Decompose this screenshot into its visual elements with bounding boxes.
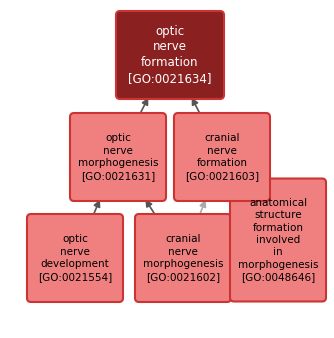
FancyBboxPatch shape bbox=[135, 214, 231, 302]
Text: optic
nerve
formation
[GO:0021634]: optic nerve formation [GO:0021634] bbox=[128, 24, 212, 86]
Text: optic
nerve
development
[GO:0021554]: optic nerve development [GO:0021554] bbox=[38, 234, 112, 282]
Text: optic
nerve
morphogenesis
[GO:0021631]: optic nerve morphogenesis [GO:0021631] bbox=[78, 134, 158, 180]
Text: cranial
nerve
formation
[GO:0021603]: cranial nerve formation [GO:0021603] bbox=[185, 134, 259, 180]
FancyBboxPatch shape bbox=[174, 113, 270, 201]
FancyBboxPatch shape bbox=[27, 214, 123, 302]
FancyBboxPatch shape bbox=[116, 11, 224, 99]
FancyBboxPatch shape bbox=[70, 113, 166, 201]
Text: cranial
nerve
morphogenesis
[GO:0021602]: cranial nerve morphogenesis [GO:0021602] bbox=[143, 234, 223, 282]
FancyBboxPatch shape bbox=[230, 178, 326, 301]
Text: anatomical
structure
formation
involved
in
morphogenesis
[GO:0048646]: anatomical structure formation involved … bbox=[238, 198, 318, 282]
